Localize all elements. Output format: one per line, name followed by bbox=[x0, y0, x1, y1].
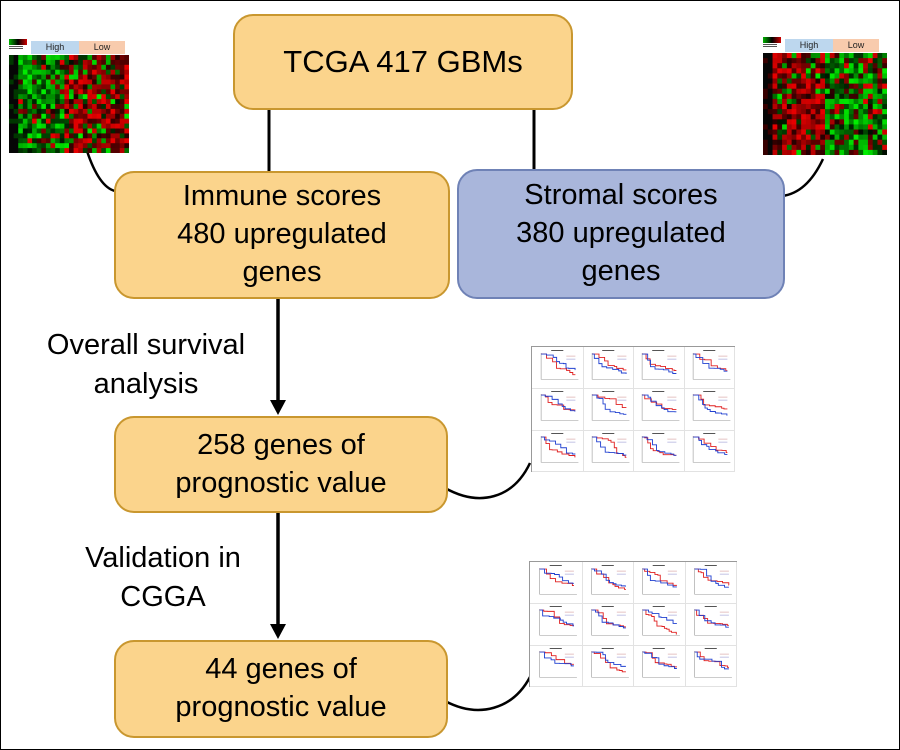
box-stromal-line-1: Stromal scores bbox=[524, 179, 718, 212]
box-stromal-line-2: 380 upregulated bbox=[516, 217, 726, 250]
box-immune-line-1: Immune scores bbox=[182, 180, 382, 213]
box-tcga-label: TCGA 417 GBMs bbox=[283, 43, 523, 79]
box-258-line-2: prognostic value bbox=[175, 466, 387, 499]
survival-curve-cell bbox=[532, 347, 584, 390]
arrow-258-to-44-head bbox=[270, 624, 286, 639]
heatmap-left-matrix bbox=[9, 55, 129, 153]
survival-curve-cell bbox=[683, 388, 735, 431]
survival-curve-cell bbox=[633, 429, 685, 472]
heatmap-left-header: High Low bbox=[9, 37, 137, 54]
label-overall-survival-analysis: Overall survival analysis bbox=[15, 326, 277, 404]
heatmap-left-color-scale-icon bbox=[9, 39, 29, 54]
box-258-line-1: 258 genes of bbox=[197, 428, 365, 461]
curve-44-to-survival-2 bbox=[444, 676, 532, 712]
survival-curves-panel-1 bbox=[531, 346, 735, 472]
heatmap-right: High Low bbox=[763, 35, 895, 155]
survival-curve-cell bbox=[581, 562, 634, 605]
box-tcga: TCGA 417 GBMs bbox=[233, 14, 573, 110]
box-44-line-2: prognostic value bbox=[175, 691, 387, 723]
survival-curve-cell bbox=[530, 603, 583, 646]
survival-curve-cell bbox=[633, 347, 685, 390]
heatmap-left-high-label: High bbox=[31, 41, 79, 54]
label-os-line-2: analysis bbox=[93, 368, 199, 401]
color-scale-tick bbox=[763, 46, 777, 47]
box-immune-line-2: 480 upregulated bbox=[177, 218, 387, 251]
survival-curve-cell bbox=[582, 429, 634, 472]
label-os-line-1: Overall survival bbox=[46, 329, 246, 361]
label-validation-cgga: Validation in CGGA bbox=[41, 539, 285, 617]
box-immune-line-3: genes bbox=[242, 255, 322, 288]
survival-curve-cell bbox=[684, 562, 737, 605]
survival-curve-cell bbox=[633, 603, 686, 646]
box-44-line-1: 44 genes of bbox=[205, 653, 357, 686]
survival-curve-cell bbox=[633, 644, 686, 687]
color-scale-tick bbox=[9, 46, 23, 47]
survival-curves-panel-2 bbox=[529, 561, 737, 687]
color-scale-bar bbox=[763, 37, 781, 43]
heatmap-left: High Low bbox=[9, 37, 137, 153]
survival-curve-cell bbox=[684, 603, 737, 646]
curve-heatmap-left-to-immune bbox=[85, 150, 116, 193]
survival-curve-cell bbox=[532, 429, 584, 472]
survival-curve-cell bbox=[684, 644, 737, 687]
survival-curve-cell bbox=[532, 388, 584, 431]
box-stromal-scores: Stromal scores 380 upregulated genes bbox=[457, 169, 785, 299]
survival-curve-cell bbox=[683, 429, 735, 472]
label-val-line-2: CGGA bbox=[120, 581, 206, 614]
box-stromal-line-3: genes bbox=[581, 254, 661, 287]
survival-curve-cell bbox=[581, 644, 634, 687]
color-scale-tick bbox=[9, 48, 23, 49]
color-scale-bar bbox=[9, 39, 27, 45]
survival-curve-cell bbox=[633, 562, 686, 605]
survival-curve-cell bbox=[582, 388, 634, 431]
box-258-genes: 258 genes of prognostic value bbox=[114, 416, 448, 513]
heatmap-right-color-scale-icon bbox=[763, 37, 783, 52]
heatmap-right-matrix bbox=[763, 53, 887, 155]
survival-curve-cell bbox=[530, 644, 583, 687]
label-val-line-1: Validation in bbox=[85, 542, 241, 574]
curve-heatmap-right-to-stromal bbox=[781, 158, 825, 198]
survival-curve-cell bbox=[582, 347, 634, 390]
heatmap-right-high-label: High bbox=[785, 39, 833, 52]
color-scale-tick bbox=[763, 44, 777, 45]
heatmap-right-header: High Low bbox=[763, 35, 895, 52]
survival-curve-cell bbox=[633, 388, 685, 431]
survival-curve-cell bbox=[530, 562, 583, 605]
survival-curve-cell bbox=[683, 347, 735, 390]
box-44-genes: 44 genes of prognostic value bbox=[114, 640, 448, 738]
heatmap-right-low-label: Low bbox=[833, 39, 879, 52]
box-immune-scores: Immune scores 480 upregulated genes bbox=[114, 171, 450, 299]
curve-258-to-survival-1 bbox=[444, 462, 532, 500]
heatmap-left-low-label: Low bbox=[79, 41, 125, 54]
survival-curve-cell bbox=[581, 603, 634, 646]
